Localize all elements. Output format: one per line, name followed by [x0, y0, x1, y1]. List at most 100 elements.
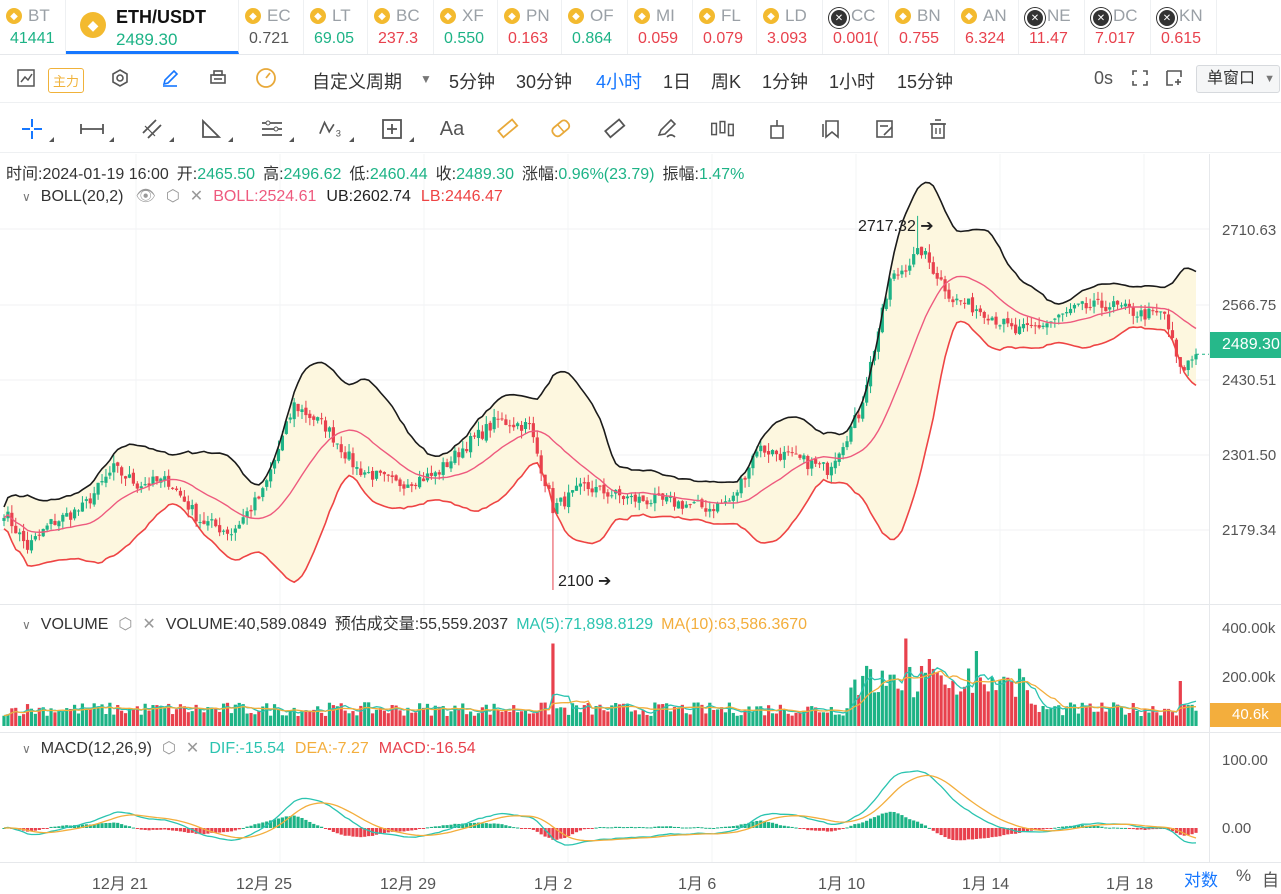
volume-bar — [1123, 714, 1128, 726]
period-4h[interactable]: 4小时 — [596, 72, 643, 92]
candle-body — [712, 509, 716, 512]
macd-histogram-bar — [865, 820, 869, 828]
fullscreen-icon[interactable] — [1128, 66, 1152, 90]
speed-gauge-icon[interactable] — [254, 66, 278, 90]
ticker-item[interactable]: ✕ CC 0.001( — [823, 0, 889, 54]
ticker-item[interactable]: ✕ KN 0.615 — [1151, 0, 1217, 54]
high-value: 2496.62 — [283, 166, 342, 183]
lock-icon[interactable] — [763, 116, 791, 142]
parallel-channel-icon[interactable] — [138, 116, 174, 142]
macd-histogram-bar — [178, 828, 183, 832]
horizontal-line-icon[interactable] — [78, 116, 114, 142]
period-1m[interactable]: 1分钟 — [762, 72, 809, 92]
volume-bar — [649, 715, 653, 726]
ticker-item[interactable]: ◆ EC 0.721 — [239, 0, 304, 54]
volume-name: VOLUME — [40, 616, 109, 633]
crosshair-icon[interactable] — [18, 116, 54, 142]
line-chart-icon[interactable] — [14, 66, 38, 90]
brush-icon[interactable] — [653, 116, 681, 142]
ticker-item[interactable]: ◆ AN 6.324 — [955, 0, 1019, 54]
period-15m[interactable]: 15分钟 — [897, 72, 954, 92]
auto-scale-toggle[interactable]: 自 — [1262, 871, 1279, 890]
volume-bar — [712, 709, 716, 726]
copy-icon[interactable] — [817, 116, 845, 142]
ticker-item[interactable]: ◆ BC 237.3 — [368, 0, 434, 54]
macd-histogram-bar — [335, 828, 339, 834]
trash-icon[interactable] — [924, 116, 952, 142]
price-tick: 2566.75 — [1222, 297, 1277, 314]
volume-bar — [841, 715, 845, 726]
candle-body — [33, 536, 37, 540]
ticker-item[interactable]: ◆ ETH/USDT 2489.30 — [66, 0, 239, 54]
candle-body — [323, 420, 328, 432]
edit-note-icon[interactable] — [871, 116, 899, 142]
percent-scale-toggle[interactable]: % — [1236, 866, 1252, 885]
period-5m[interactable]: 5分钟 — [449, 72, 496, 92]
ruler-icon[interactable] — [600, 116, 628, 142]
volume-bar — [190, 711, 194, 726]
period-30m[interactable]: 30分钟 — [516, 72, 573, 92]
volume-bar — [1155, 712, 1159, 726]
ticker-item[interactable]: ◆ LD 3.093 — [757, 0, 823, 54]
period-1d[interactable]: 1日 — [663, 72, 692, 92]
ticker-item[interactable]: ✕ NE 11.47 — [1019, 0, 1085, 54]
ticker-item[interactable]: ◆ LT 69.05 — [304, 0, 368, 54]
collapse-chevron-icon[interactable]: ∨ — [22, 742, 31, 756]
indicator-settings-icon[interactable] — [108, 66, 132, 90]
ticker-item[interactable]: ◆ PN 0.163 — [498, 0, 562, 54]
close-icon[interactable]: ✕ — [185, 740, 200, 757]
pane-divider[interactable] — [0, 604, 1281, 605]
candles-icon[interactable] — [708, 116, 736, 142]
main-force-badge[interactable]: 主力 — [48, 68, 85, 93]
collapse-chevron-icon[interactable]: ∨ — [22, 618, 31, 632]
candle-body — [1033, 325, 1037, 327]
candle-body — [370, 470, 375, 480]
volume-bar — [547, 714, 551, 726]
ticker-item[interactable]: ◆ MI 0.059 — [628, 0, 693, 54]
triangle-ruler-icon[interactable] — [197, 116, 233, 142]
pane-divider[interactable] — [0, 732, 1281, 733]
add-window-icon[interactable] — [1162, 66, 1186, 90]
candle-body — [1084, 303, 1088, 309]
print-icon[interactable] — [206, 66, 230, 90]
fib-lines-icon[interactable] — [258, 116, 294, 142]
pen-draw-icon[interactable] — [158, 66, 182, 90]
text-tool-icon[interactable]: Aa — [439, 117, 465, 140]
candle-body — [982, 312, 986, 318]
candle-body — [763, 445, 767, 453]
macd-histogram-bar — [453, 823, 457, 828]
measure-box-icon[interactable] — [378, 116, 414, 142]
close-icon[interactable]: ✕ — [142, 616, 156, 633]
ticker-symbol: CC — [851, 6, 876, 25]
ticker-item[interactable]: ◆ OF 0.864 — [562, 0, 628, 54]
period-1h[interactable]: 1小时 — [829, 72, 876, 92]
ticker-item[interactable]: ◆ BT 41441 — [0, 0, 66, 54]
chevron-down-icon[interactable]: ▼ — [420, 72, 432, 86]
volume-bar — [970, 692, 975, 726]
period-1w[interactable]: 周K — [711, 72, 742, 92]
ticker-symbol: OF — [590, 6, 614, 25]
settings-icon[interactable]: ⬡ — [118, 616, 133, 633]
candle-body — [386, 474, 390, 476]
close-icon[interactable]: ✕ — [189, 188, 204, 205]
price-chart[interactable] — [0, 154, 1281, 894]
ruler-gold-icon[interactable] — [493, 116, 521, 142]
volume-bar — [343, 710, 347, 726]
ticker-item[interactable]: ◆ BN 0.755 — [889, 0, 955, 54]
log-scale-toggle[interactable]: 对数 — [1184, 871, 1218, 890]
ticker-item[interactable]: ✕ DC 7.017 — [1085, 0, 1151, 54]
collapse-chevron-icon[interactable]: ∨ — [22, 190, 31, 204]
ticker-item[interactable]: ◆ XF 0.550 — [434, 0, 498, 54]
settings-icon[interactable]: ⬡ — [165, 188, 180, 205]
macd-histogram-bar — [810, 828, 814, 831]
window-mode-select[interactable]: 单窗口 ▼ — [1196, 65, 1280, 93]
custom-period-select[interactable]: 自定义周期 — [312, 72, 402, 92]
macd-histogram-bar — [551, 828, 555, 840]
candle-body — [65, 513, 69, 517]
eraser-gold-icon[interactable] — [546, 116, 574, 142]
wave-pattern-icon[interactable]: 3 — [318, 116, 354, 142]
eye-icon[interactable]: 👁 — [135, 188, 156, 205]
settings-icon[interactable]: ⬡ — [161, 740, 176, 757]
macd-histogram-bar — [2, 828, 6, 829]
ticker-item[interactable]: ◆ FL 0.079 — [693, 0, 757, 54]
